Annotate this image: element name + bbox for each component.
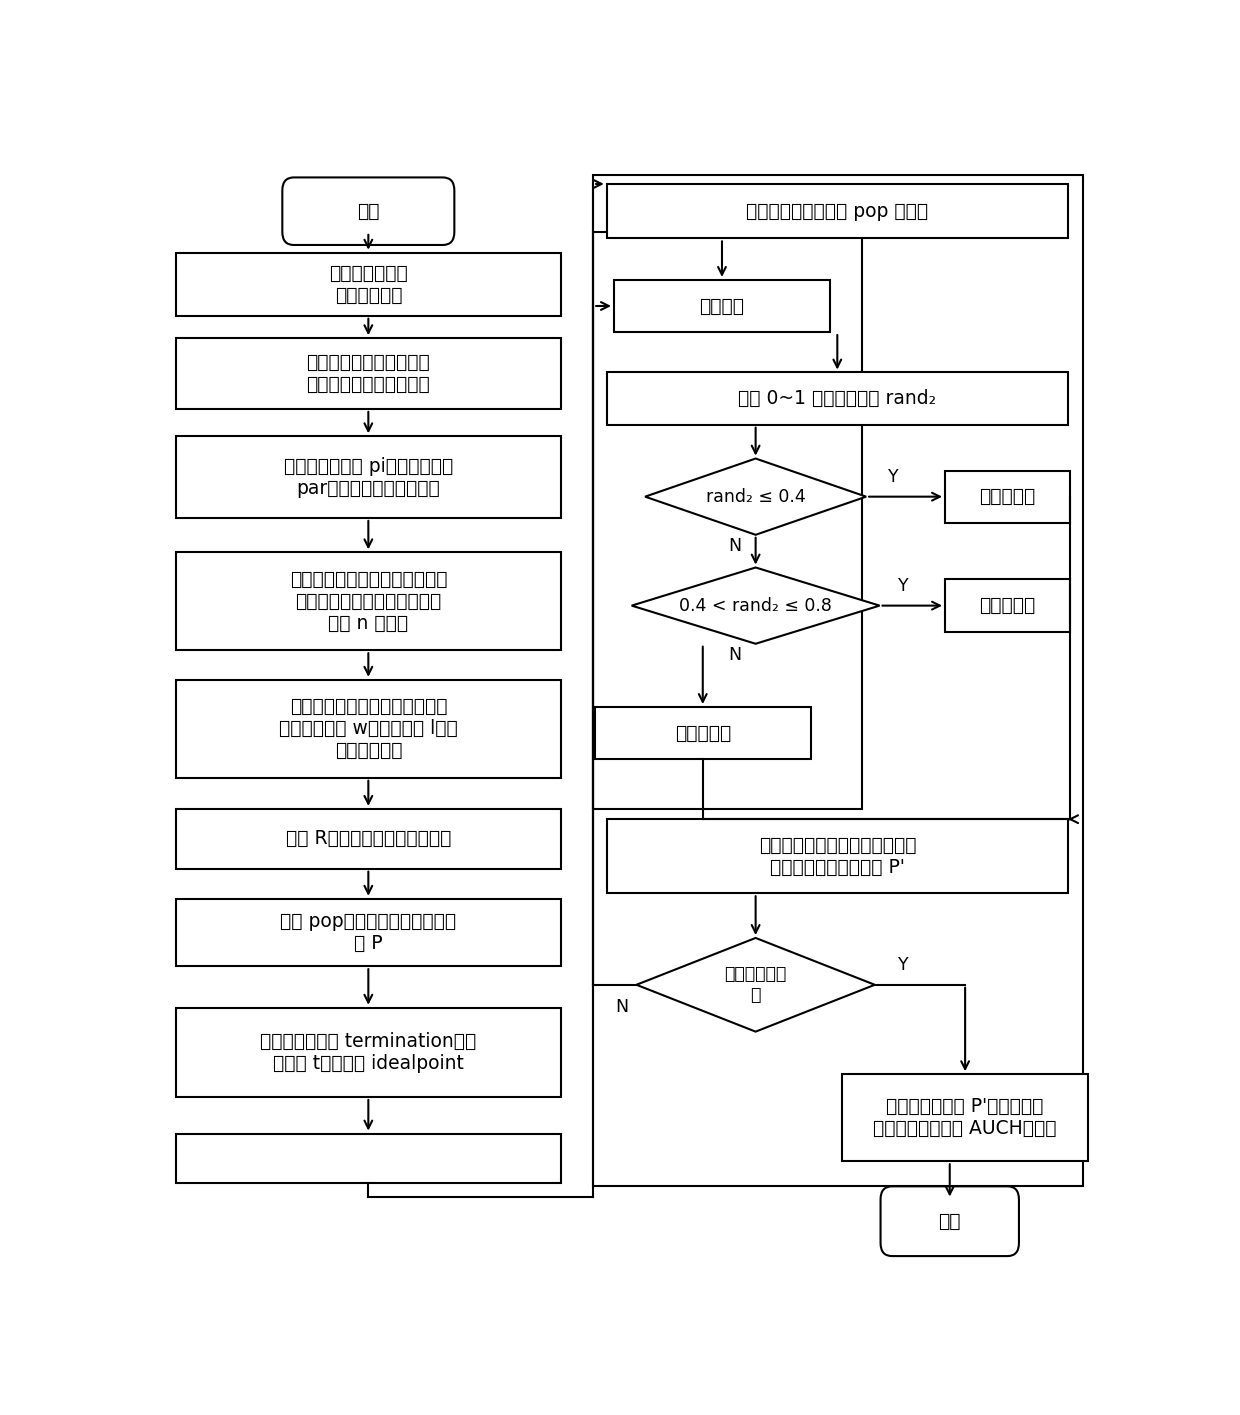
Text: 达到终止条件
否: 达到终止条件 否 <box>724 965 786 1005</box>
Bar <box>176 679 560 778</box>
Bar <box>176 253 560 316</box>
Text: 归一化数据集并将训练数
据集分成多数类与少数类: 归一化数据集并将训练数 据集分成多数类与少数类 <box>306 354 430 393</box>
Text: 第一种变异: 第一种变异 <box>980 487 1035 507</box>
Bar <box>945 471 1070 522</box>
Text: 从训练数据中随机选一条数据，
依据此数据生成一条模糊规则
的前 n 个属性: 从训练数据中随机选一条数据， 依据此数据生成一条模糊规则 的前 n 个属性 <box>290 570 448 633</box>
Text: 采用具有加权因子的权重公式，
确定规则权重 w、所属类别 l，得
到完整的规则: 采用具有加权因子的权重公式， 确定规则权重 w、所属类别 l，得 到完整的规则 <box>279 698 458 760</box>
Text: 结束: 结束 <box>939 1211 961 1231</box>
Text: 生成的进化种群 P'对测试数据
集进行测试，得到 AUCH并输出: 生成的进化种群 P'对测试数据 集进行测试，得到 AUCH并输出 <box>873 1097 1056 1138</box>
Text: N: N <box>615 998 629 1016</box>
Text: 第三种变异: 第三种变异 <box>675 723 730 743</box>
Text: 0.4 < rand₂ ≤ 0.8: 0.4 < rand₂ ≤ 0.8 <box>680 597 832 614</box>
Bar <box>176 899 560 966</box>
Text: 产生 0~1 之间的随机数 rand₂: 产生 0~1 之间的随机数 rand₂ <box>738 389 936 408</box>
Polygon shape <box>631 567 879 644</box>
Bar <box>842 1074 1089 1162</box>
Text: Y: Y <box>898 957 909 974</box>
Text: 生成 pop条染色体，得到原始种
群 P: 生成 pop条染色体，得到原始种 群 P <box>280 913 456 952</box>
FancyBboxPatch shape <box>880 1186 1019 1257</box>
Bar <box>176 338 560 409</box>
Text: 初始化忽略概率 pi，模糊分区数
par，确定三角隶属度函数: 初始化忽略概率 pi，模糊分区数 par，确定三角隶属度函数 <box>284 457 453 498</box>
Text: Y: Y <box>888 468 898 487</box>
Bar <box>176 809 560 869</box>
Bar <box>593 175 1084 1186</box>
Text: 采用分解机制划分出 pop 个方向: 采用分解机制划分出 pop 个方向 <box>746 202 929 221</box>
FancyBboxPatch shape <box>283 177 454 245</box>
Text: N: N <box>728 645 742 664</box>
Bar <box>593 232 862 809</box>
Polygon shape <box>645 458 866 535</box>
Bar <box>606 819 1068 893</box>
Bar <box>606 184 1068 239</box>
Text: 初始化终止条件 termination，迭
代次数 t，理想点 idealpoint: 初始化终止条件 termination，迭 代次数 t，理想点 idealpoi… <box>260 1032 476 1073</box>
Text: 单点交叉: 单点交叉 <box>699 297 744 316</box>
Text: 开始: 开始 <box>357 202 379 221</box>
Polygon shape <box>636 938 874 1032</box>
Text: 生成 R条规则，得到一条染色体: 生成 R条规则，得到一条染色体 <box>285 829 451 848</box>
Bar <box>595 708 811 760</box>
Bar <box>614 280 830 333</box>
Bar <box>945 580 1070 631</box>
Bar <box>176 552 560 651</box>
Text: 输入训练数据集
和测试数据集: 输入训练数据集 和测试数据集 <box>329 263 408 304</box>
Bar <box>606 372 1068 424</box>
Bar <box>176 1133 560 1183</box>
Bar <box>176 1007 560 1097</box>
Text: 采用切比雪夫更新方法对个体进
行更新，得到进化种群 P': 采用切比雪夫更新方法对个体进 行更新，得到进化种群 P' <box>759 836 916 877</box>
Text: 第二种变异: 第二种变异 <box>980 596 1035 616</box>
Text: rand₂ ≤ 0.4: rand₂ ≤ 0.4 <box>706 488 806 505</box>
Bar <box>176 436 560 518</box>
Text: Y: Y <box>898 577 909 596</box>
Text: N: N <box>728 536 742 555</box>
